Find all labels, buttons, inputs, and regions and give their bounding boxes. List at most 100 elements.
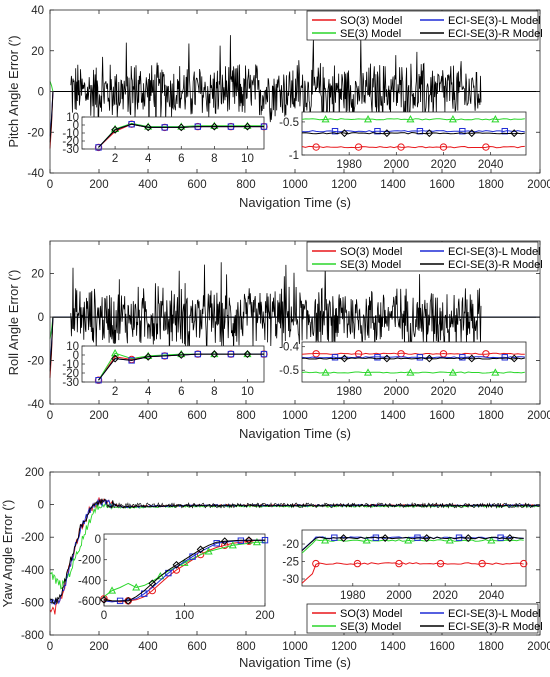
x-tick-label: 1200 <box>331 410 357 422</box>
inset-marker <box>425 354 434 363</box>
inset-series-ecir <box>301 536 524 551</box>
x-tick-label: 2000 <box>527 641 550 653</box>
inset-series-se3 <box>98 122 264 148</box>
inset-left: 0 100 200 0 -200 -400 -600 <box>78 533 275 622</box>
x-tick-label: 0 <box>47 179 53 191</box>
legend-box <box>306 10 539 41</box>
inset-x-tick-label: 2020 <box>431 386 457 398</box>
inset-marker <box>210 350 219 359</box>
inset-y-tick-label: -0.4 <box>279 342 299 354</box>
inset-marker <box>108 586 117 594</box>
y-tick-label: 0 <box>38 312 44 324</box>
legend-box <box>306 603 539 634</box>
inset-marker <box>312 559 320 568</box>
inset-marker <box>482 143 490 151</box>
series-ecir-noise <box>111 501 535 509</box>
x-tick-label: 2000 <box>527 410 550 422</box>
x-axis-label: Navigation Time (s) <box>239 195 351 210</box>
legend-box <box>306 241 539 272</box>
inset-marker <box>95 377 102 384</box>
inset-marker <box>397 143 405 151</box>
inset-marker <box>354 143 363 151</box>
inset-marker <box>210 122 219 131</box>
y-axis-label: Roll Angle Error (′) <box>6 270 21 376</box>
inset-marker <box>382 129 391 138</box>
inset-series-se3 <box>103 541 265 598</box>
inset-x-tick-label: 2040 <box>478 386 504 398</box>
inset-y-tick-label: -30 <box>62 144 79 156</box>
y-tick-label: 200 <box>25 467 44 479</box>
legend-entry: ECI-SE(3)-R Model <box>448 621 543 633</box>
inset-marker <box>144 123 153 132</box>
inset-x-tick-label: 8 <box>211 386 217 398</box>
inset-marker <box>172 560 181 569</box>
inset-series-so3 <box>301 562 524 584</box>
y-tick-label: 0 <box>38 500 44 512</box>
inset-marker <box>464 534 473 542</box>
legend-entry: ECI-SE(3)-R Model <box>448 259 543 271</box>
inset-y-tick-label: -0.5 <box>279 117 299 129</box>
inset-marker <box>312 143 320 151</box>
inset-marker <box>416 354 424 361</box>
inset-series-ecil <box>301 356 525 359</box>
inset-marker <box>177 351 186 359</box>
inset-x-tick-label: 4 <box>145 153 152 165</box>
inset-marker <box>395 559 403 568</box>
inset-series-ecir <box>302 357 525 360</box>
inset-marker <box>124 596 133 605</box>
y-tick-label: 0 <box>38 87 44 99</box>
inset-series-so3 <box>301 145 525 149</box>
series-group <box>49 497 541 615</box>
inset-marker <box>340 129 349 138</box>
inset-x-tick-label: 1980 <box>336 386 362 398</box>
inset-frame <box>301 341 527 383</box>
x-tick-label: 1000 <box>282 641 308 653</box>
inset-x-tick-label: 2020 <box>431 159 457 171</box>
inset-marker <box>374 127 381 135</box>
y-tick-label: -40 <box>27 399 44 411</box>
x-axis-label: Navigation Time (s) <box>239 655 351 670</box>
inset-x-tick-label: 1980 <box>336 159 362 171</box>
inset-y-tick-label: -20 <box>282 539 299 551</box>
inset-x-tick-label: 2040 <box>478 159 504 171</box>
inset-right: 1980 2000 2020 2040 -20 -25 -30 <box>282 529 528 602</box>
x-tick-label: 400 <box>138 179 157 191</box>
inset-x-tick-label: 2000 <box>386 590 412 602</box>
inset-marker <box>406 368 415 376</box>
inset-marker <box>459 127 466 135</box>
inset-x-tick-label: 2000 <box>384 386 410 398</box>
x-tick-label: 1800 <box>478 410 504 422</box>
inset-frame <box>301 529 527 587</box>
x-tick-label: 600 <box>187 179 206 191</box>
inset-x-tick-label: 6 <box>178 386 184 398</box>
y-tick-label: -20 <box>27 356 44 368</box>
inset-marker <box>487 536 496 544</box>
inset-frame <box>81 345 265 383</box>
inset-marker <box>340 354 349 363</box>
x-tick-label: 800 <box>236 179 255 191</box>
inset-x-tick-label: 4 <box>145 386 152 398</box>
inset-marker <box>448 368 457 376</box>
inset-marker <box>312 350 320 358</box>
x-tick-label: 1400 <box>380 179 406 191</box>
inset-y-tick-label: -30 <box>282 574 299 586</box>
inset-x-tick-label: 0 <box>101 610 107 622</box>
inset-y-tick-label: -1 <box>289 150 299 162</box>
inset-marker <box>252 537 261 546</box>
y-tick-label: 40 <box>31 5 44 17</box>
inset-marker <box>459 354 466 361</box>
series-ecir-line <box>49 498 541 605</box>
inset-series-ecir <box>98 353 264 381</box>
x-tick-label: 1000 <box>282 410 308 422</box>
inset-marker <box>148 579 157 588</box>
inset-marker <box>381 534 390 542</box>
inset-marker <box>339 534 348 542</box>
inset-marker <box>353 559 362 568</box>
inset-y-tick-label: -25 <box>282 557 299 569</box>
inset-marker <box>406 115 415 123</box>
inset-marker <box>204 547 213 555</box>
inset-x-tick-label: 6 <box>178 153 184 165</box>
legend-entry: SE(3) Model <box>340 28 401 40</box>
